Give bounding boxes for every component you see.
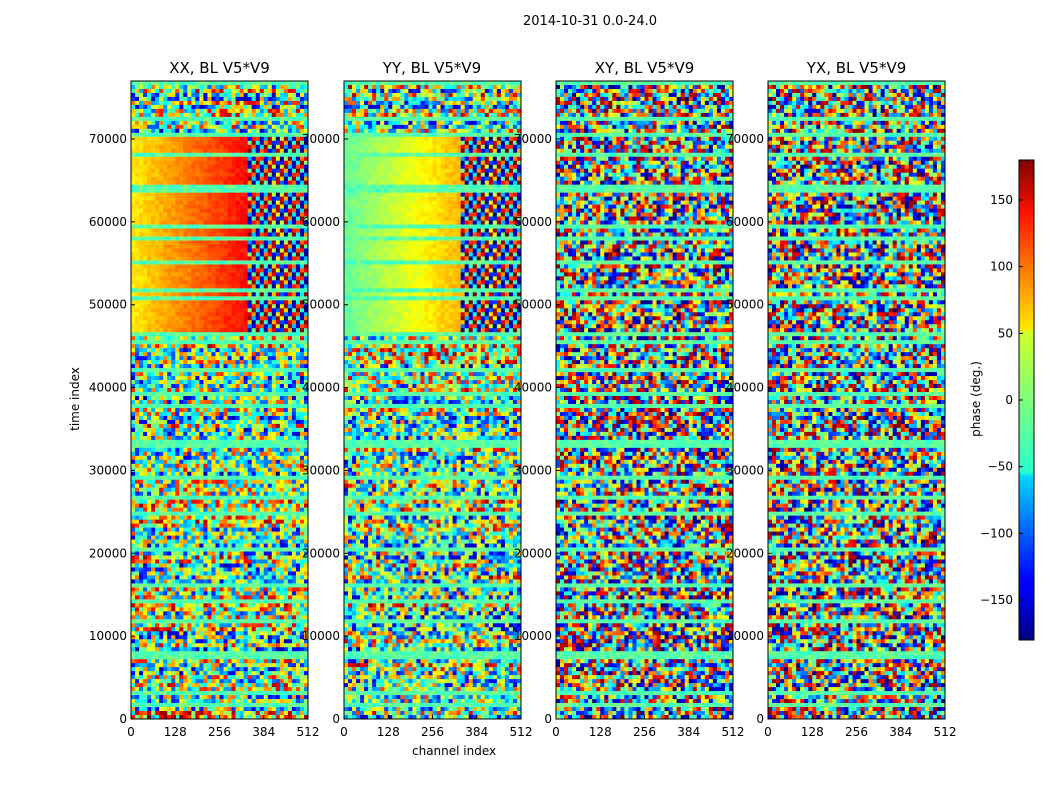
colorbar-tick-label: 0 xyxy=(1005,393,1013,407)
colorbar-tick-label: −100 xyxy=(980,526,1013,540)
y-tick-label: 70000 xyxy=(726,132,764,146)
heatmap-panel-1 xyxy=(130,80,309,720)
y-tick-label: 30000 xyxy=(302,463,340,477)
x-tick-label: 256 xyxy=(845,725,868,739)
y-tick-label: 70000 xyxy=(89,132,127,146)
x-tick-label: 256 xyxy=(421,725,444,739)
y-tick-label: 0 xyxy=(332,712,340,726)
y-tick-label: 30000 xyxy=(89,463,127,477)
y-tick-label: 60000 xyxy=(514,215,552,229)
x-tick-label: 0 xyxy=(340,725,348,739)
y-tick-label: 20000 xyxy=(302,546,340,560)
x-tick-label: 512 xyxy=(297,725,320,739)
y-tick-label: 10000 xyxy=(89,629,127,643)
y-tick-label: 20000 xyxy=(89,546,127,560)
colorbar-tick-label: 50 xyxy=(998,326,1013,340)
y-tick-label: 50000 xyxy=(302,298,340,312)
y-tick-label: 0 xyxy=(119,712,127,726)
y-tick-label: 40000 xyxy=(726,381,764,395)
x-tick-label: 512 xyxy=(510,725,533,739)
y-tick-label: 0 xyxy=(544,712,552,726)
x-tick-label: 384 xyxy=(889,725,912,739)
x-tick-label: 0 xyxy=(127,725,135,739)
colorbar-tick-label: −50 xyxy=(988,460,1013,474)
y-tick-label: 40000 xyxy=(302,381,340,395)
y-tick-label: 10000 xyxy=(726,629,764,643)
panel-title-xy: XY, BL V5*V9 xyxy=(556,59,733,77)
x-tick-label: 384 xyxy=(677,725,700,739)
y-tick-label: 0 xyxy=(756,712,764,726)
x-tick-label: 384 xyxy=(465,725,488,739)
y-tick-label: 50000 xyxy=(726,298,764,312)
y-tick-label: 70000 xyxy=(302,132,340,146)
y-tick-label: 30000 xyxy=(726,463,764,477)
x-tick-label: 512 xyxy=(722,725,745,739)
y-tick-label: 20000 xyxy=(726,546,764,560)
heatmap-panel-2 xyxy=(343,80,522,720)
y-tick-label: 60000 xyxy=(89,215,127,229)
x-tick-label: 256 xyxy=(208,725,231,739)
x-tick-label: 384 xyxy=(252,725,275,739)
y-tick-label: 20000 xyxy=(514,546,552,560)
x-tick-label: 512 xyxy=(934,725,957,739)
y-tick-label: 50000 xyxy=(514,298,552,312)
x-tick-label: 256 xyxy=(633,725,656,739)
y-tick-label: 10000 xyxy=(302,629,340,643)
colorbar-tick-label: 100 xyxy=(990,260,1013,274)
x-axis-label: channel index xyxy=(412,744,496,758)
y-tick-label: 40000 xyxy=(89,381,127,395)
x-tick-label: 128 xyxy=(164,725,187,739)
y-tick-label: 60000 xyxy=(302,215,340,229)
y-tick-label: 30000 xyxy=(514,463,552,477)
colorbar-tick-label: 150 xyxy=(990,193,1013,207)
x-tick-label: 128 xyxy=(589,725,612,739)
y-tick-label: 70000 xyxy=(514,132,552,146)
x-tick-label: 128 xyxy=(377,725,400,739)
x-tick-label: 0 xyxy=(552,725,560,739)
x-tick-label: 0 xyxy=(764,725,772,739)
panel-title-xx: XX, BL V5*V9 xyxy=(131,59,308,77)
heatmap-panel-3 xyxy=(555,80,734,720)
y-tick-label: 40000 xyxy=(514,381,552,395)
y-tick-label: 50000 xyxy=(89,298,127,312)
panel-title-yy: YY, BL V5*V9 xyxy=(344,59,520,77)
x-tick-label: 128 xyxy=(801,725,824,739)
y-tick-label: 10000 xyxy=(514,629,552,643)
panel-title-yx: YX, BL V5*V9 xyxy=(768,59,945,77)
colorbar-tick-label: −150 xyxy=(980,593,1013,607)
heatmap-panel-4 xyxy=(767,80,946,720)
figure-title: 2014-10-31 0.0-24.0 xyxy=(0,14,1050,29)
y-tick-label: 60000 xyxy=(726,215,764,229)
